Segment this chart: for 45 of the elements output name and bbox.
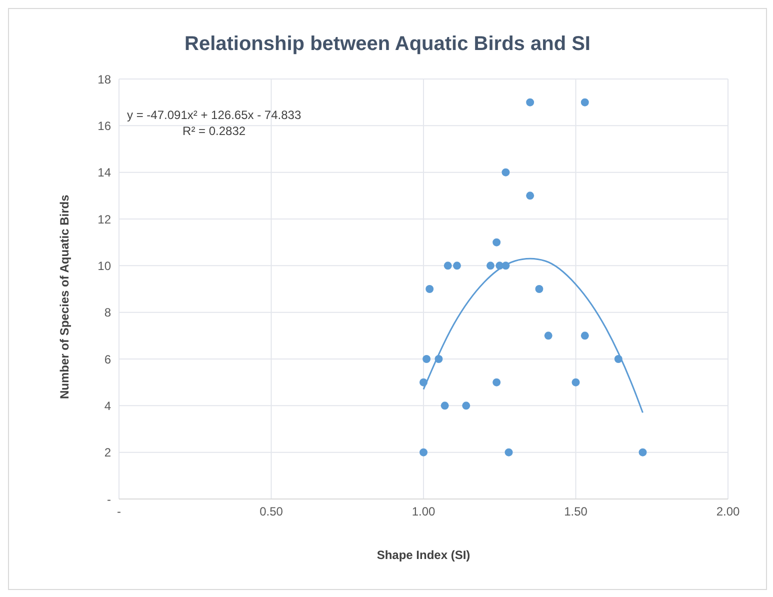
chart-title: Relationship between Aquatic Birds and SI bbox=[184, 33, 592, 56]
point bbox=[580, 332, 589, 340]
y-tick-label: 14 bbox=[98, 166, 112, 180]
annotation: y = -47.091x² + 126.65x - 74.833 bbox=[127, 107, 302, 123]
x-tick-label: 1.00 bbox=[412, 504, 436, 519]
x-tick-label: 0.50 bbox=[260, 504, 284, 519]
y-tick-label: 16 bbox=[98, 118, 112, 133]
y-tick-label: 2 bbox=[104, 446, 112, 460]
point bbox=[526, 192, 534, 200]
line-series bbox=[422, 258, 644, 414]
point bbox=[492, 238, 501, 246]
point bbox=[420, 448, 428, 456]
x-tick-label: 1.50 bbox=[564, 504, 588, 519]
y-tick-label: 4 bbox=[104, 398, 112, 413]
y-tick-label: 6 bbox=[104, 352, 112, 366]
y-tick-label: - bbox=[107, 492, 111, 506]
annotation: R² = 0.2832 bbox=[182, 123, 247, 139]
point bbox=[526, 98, 534, 106]
y-tick-label: 10 bbox=[98, 258, 112, 273]
point bbox=[502, 168, 510, 176]
x-tick-label: 2.00 bbox=[716, 504, 740, 519]
y-tick-label: 18 bbox=[98, 72, 112, 86]
point bbox=[504, 448, 513, 456]
x-tick-label: - bbox=[117, 504, 121, 519]
point bbox=[434, 355, 443, 363]
point bbox=[422, 355, 431, 363]
point bbox=[535, 285, 544, 293]
point bbox=[638, 448, 647, 456]
point bbox=[544, 332, 552, 340]
point bbox=[444, 262, 452, 270]
point bbox=[502, 262, 510, 270]
point bbox=[453, 262, 461, 270]
point bbox=[420, 378, 428, 386]
y-tick-label: 12 bbox=[98, 212, 112, 226]
x-axis-title: Shape Index (SI) bbox=[376, 548, 470, 562]
point bbox=[426, 285, 434, 293]
point bbox=[440, 402, 449, 410]
point bbox=[572, 378, 580, 386]
point bbox=[580, 98, 589, 106]
point bbox=[462, 402, 470, 410]
point bbox=[486, 262, 494, 270]
point bbox=[614, 355, 622, 363]
y-axis-title: Number of Species of Aquatic Birds bbox=[57, 194, 72, 399]
point bbox=[492, 378, 501, 386]
y-tick-label: 8 bbox=[104, 306, 112, 320]
